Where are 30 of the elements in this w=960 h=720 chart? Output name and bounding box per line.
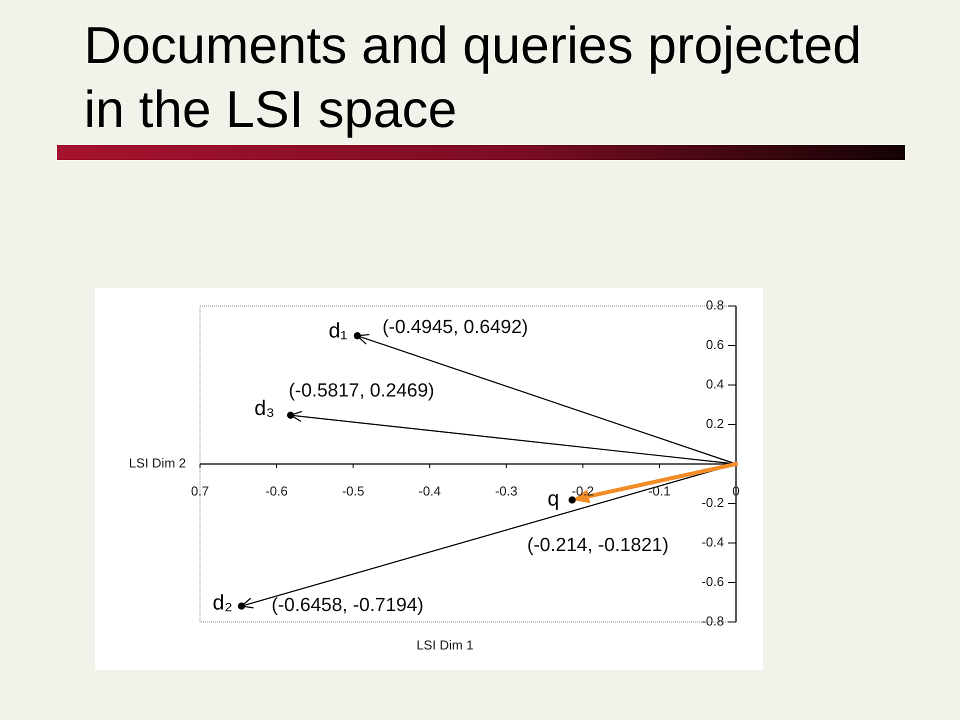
x-tick-label: -0.3 (495, 483, 518, 498)
y-tick-label: 0.8 (706, 297, 724, 312)
annotation: d₂ (212, 592, 232, 615)
y-tick-label: 0.6 (706, 336, 724, 352)
x-tick-label: 0.7 (190, 483, 210, 498)
annotation: q (547, 488, 560, 511)
x-tick-label: -0.2 (572, 483, 594, 498)
x-tick-label: -0.5 (342, 483, 364, 498)
point (568, 496, 576, 504)
data-label: (-0.4945, 0.6492) (382, 316, 528, 338)
x-tick-label: -0.4 (418, 483, 441, 498)
annotation: d₃ (254, 396, 275, 420)
chart-title: Documents and queries projected in the LSI space (84, 17, 862, 139)
y-tick-label: -0.2 (702, 494, 724, 510)
data-label: (-0.6458, -0.7194) (272, 595, 424, 616)
y-axis-title: LSI Dim 2 (128, 455, 186, 470)
x-tick-label: -0.1 (648, 483, 671, 498)
data-label: (-0.214, -0.1821) (527, 534, 669, 556)
point (238, 602, 246, 610)
y-tick-label: 0.4 (706, 376, 724, 392)
y-tick-label: -0.6 (702, 574, 724, 589)
x-tick-label: -0.6 (265, 483, 288, 498)
annotation: d₁ (328, 319, 348, 342)
point (354, 332, 361, 340)
y-tick-label: 0.2 (706, 416, 724, 431)
y-tick-label: -0.4 (702, 534, 724, 550)
x-axis-title: LSI Dim 1 (416, 637, 474, 652)
point (286, 412, 294, 419)
y-tick-label: -0.8 (702, 613, 724, 628)
data-label: (-0.5817, 0.2469) (288, 380, 434, 402)
